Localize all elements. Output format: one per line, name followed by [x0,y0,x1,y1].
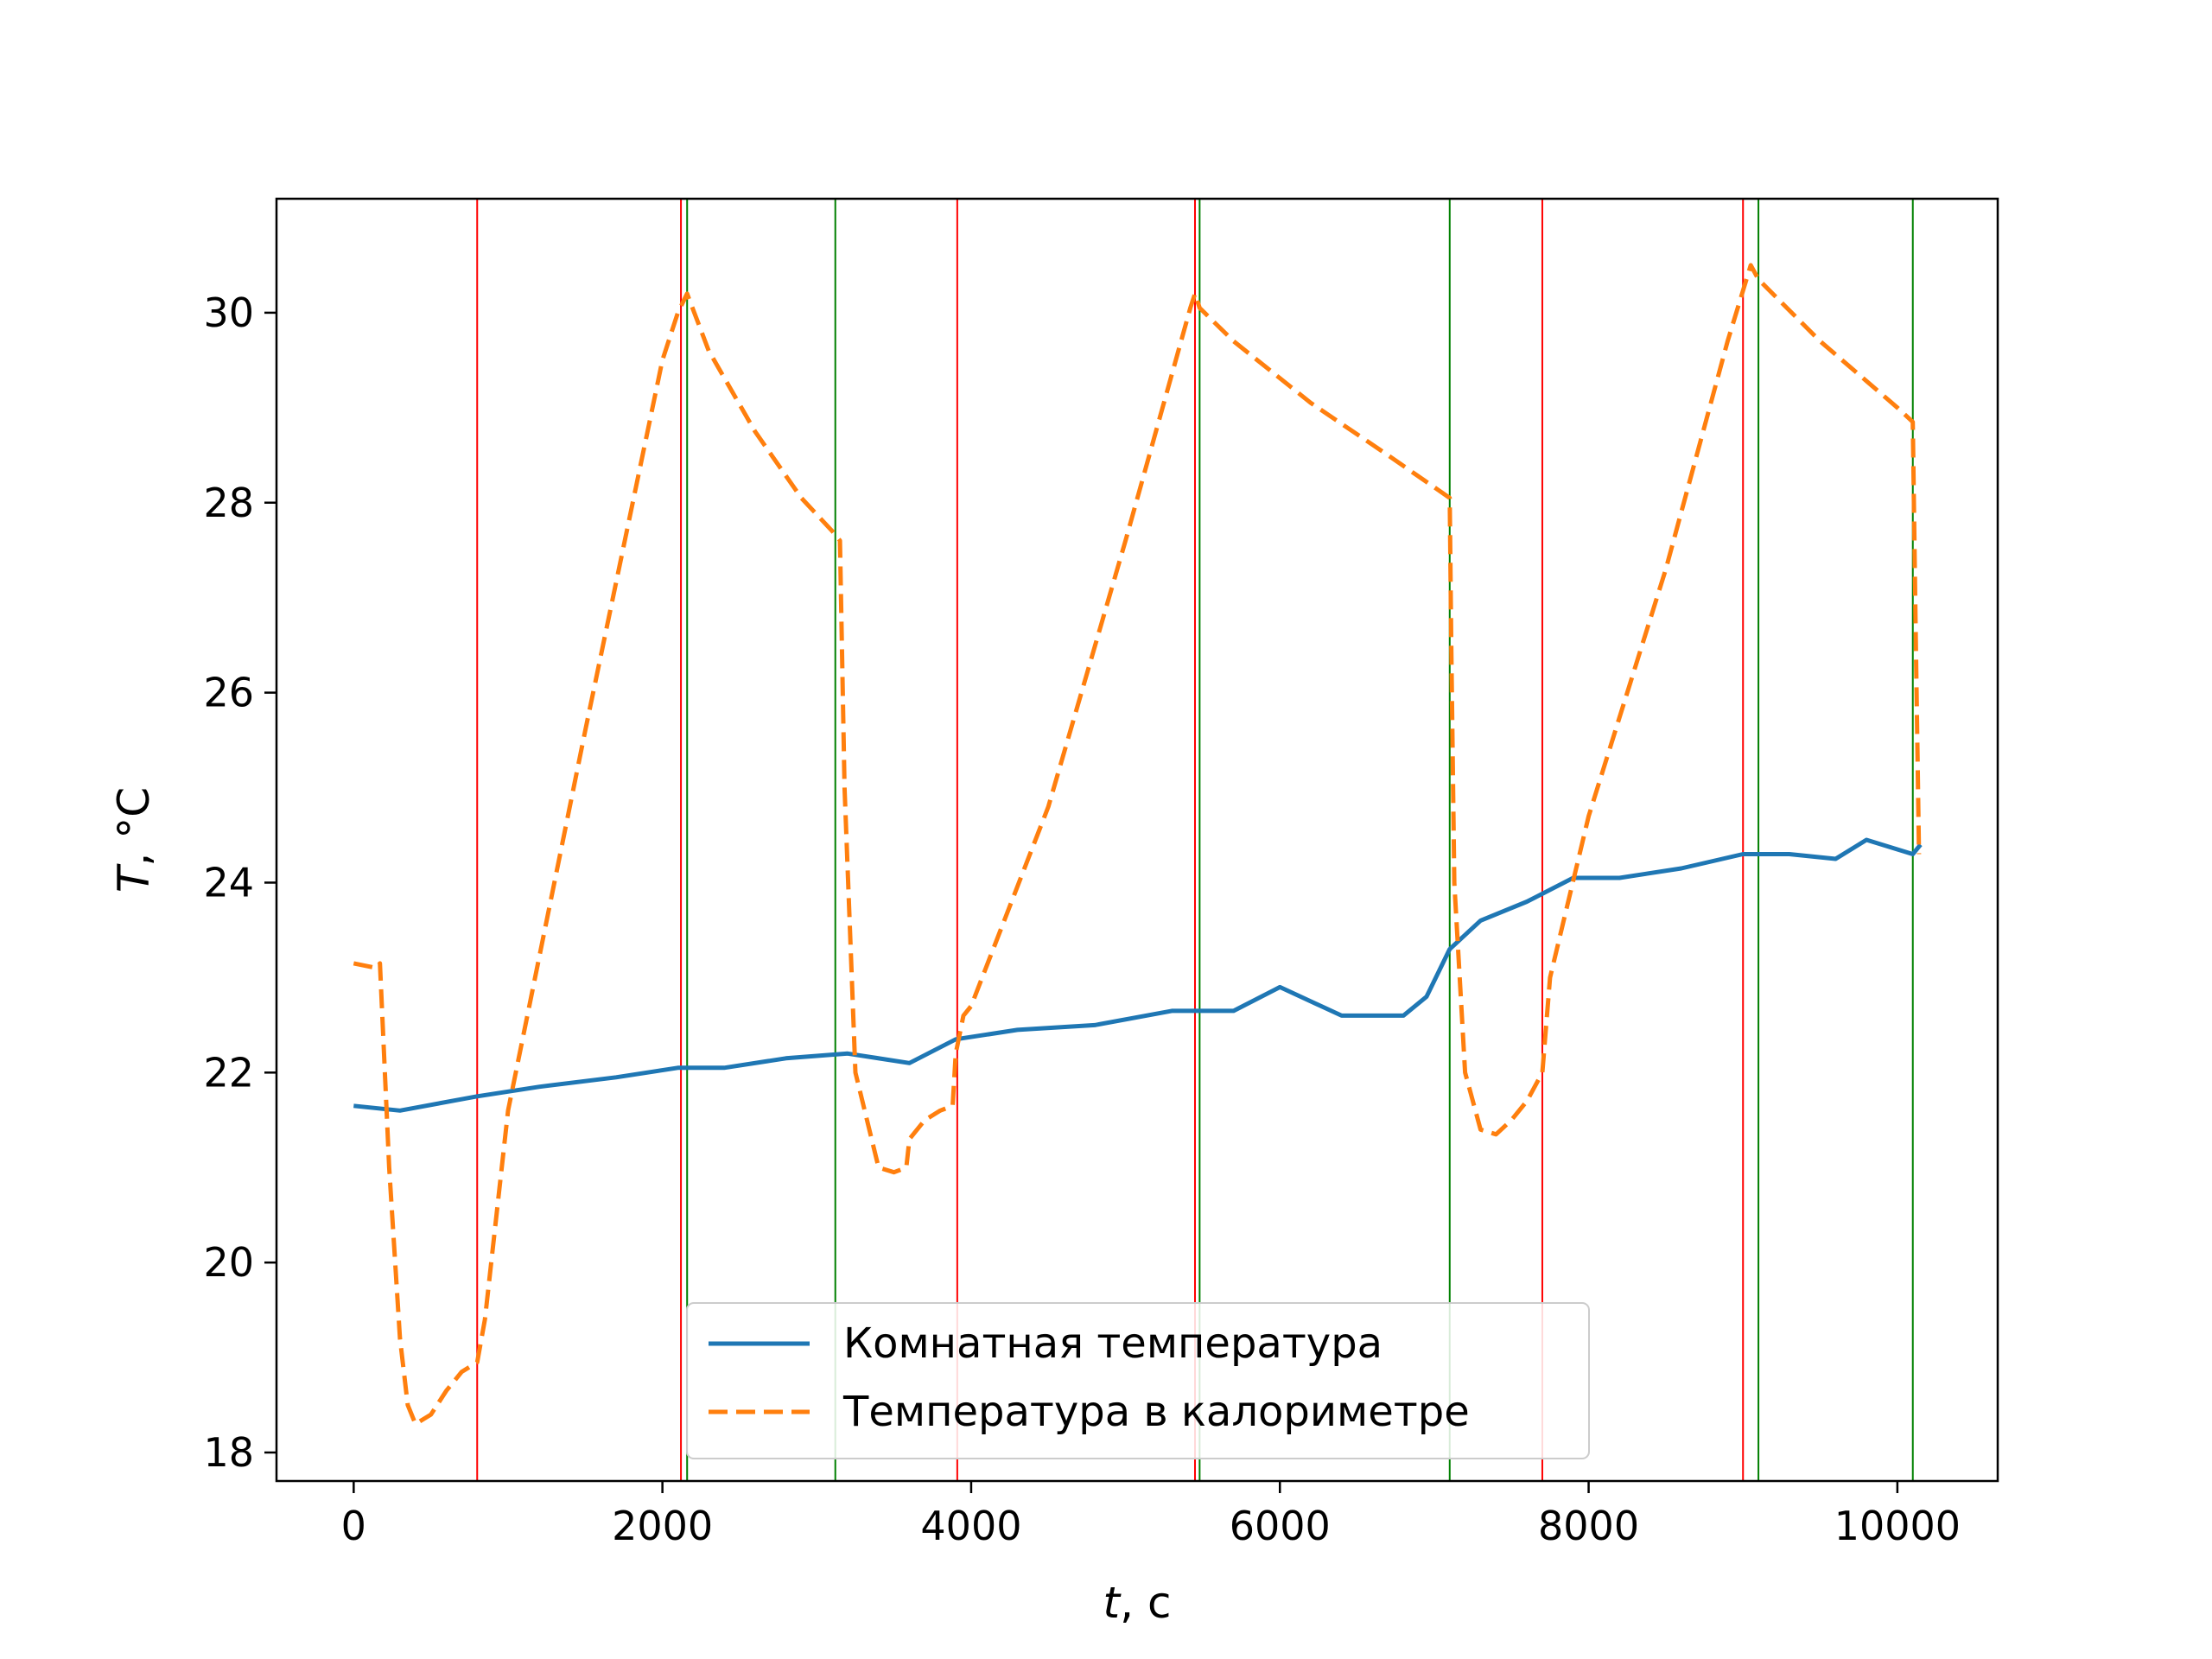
legend-label-room-temperature: Комнатная температура [843,1319,1382,1368]
x-axis-ticks: 0 2000 4000 6000 8000 10000 [341,1481,1961,1549]
vertical-markers [476,199,1914,1481]
series-line-room-temperature [353,837,1923,1113]
x-tick-label-2: 4000 [920,1503,1021,1549]
y-tick-label-3: 24 [203,859,254,906]
y-tick-label-1: 20 [203,1239,254,1286]
y-axis-label-unit: , °C [109,787,159,867]
series-line-calorimeter-temperature [353,263,1922,1427]
x-axis-label: t, с [1103,1578,1172,1628]
y-axis-label: T, °C [109,787,159,893]
y-axis-ticks: 18 20 22 24 26 28 30 [203,289,276,1476]
x-tick-label-0: 0 [341,1503,366,1549]
y-tick-label-0: 18 [203,1429,254,1476]
plot-area [276,199,1998,1481]
x-tick-label-5: 10000 [1834,1503,1961,1549]
x-tick-label-1: 2000 [612,1503,713,1549]
y-tick-label-5: 28 [203,480,254,526]
y-tick-label-6: 30 [203,289,254,336]
x-axis-label-var: t [1103,1578,1122,1628]
x-tick-label-4: 8000 [1538,1503,1639,1549]
y-tick-label-2: 22 [203,1049,254,1096]
legend-label-calorimeter-temperature: Температура в калориметре [842,1388,1470,1436]
y-axis-label-var: T [109,863,159,893]
legend-box [686,1302,1590,1459]
plot-frame [275,197,1999,1483]
x-axis-label-unit: , с [1120,1578,1171,1628]
series-layer [353,263,1923,1427]
x-tick-label-3: 6000 [1230,1503,1331,1549]
legend: Комнатная температура Температура в кало… [686,1302,1590,1459]
y-tick-label-4: 26 [203,670,254,716]
